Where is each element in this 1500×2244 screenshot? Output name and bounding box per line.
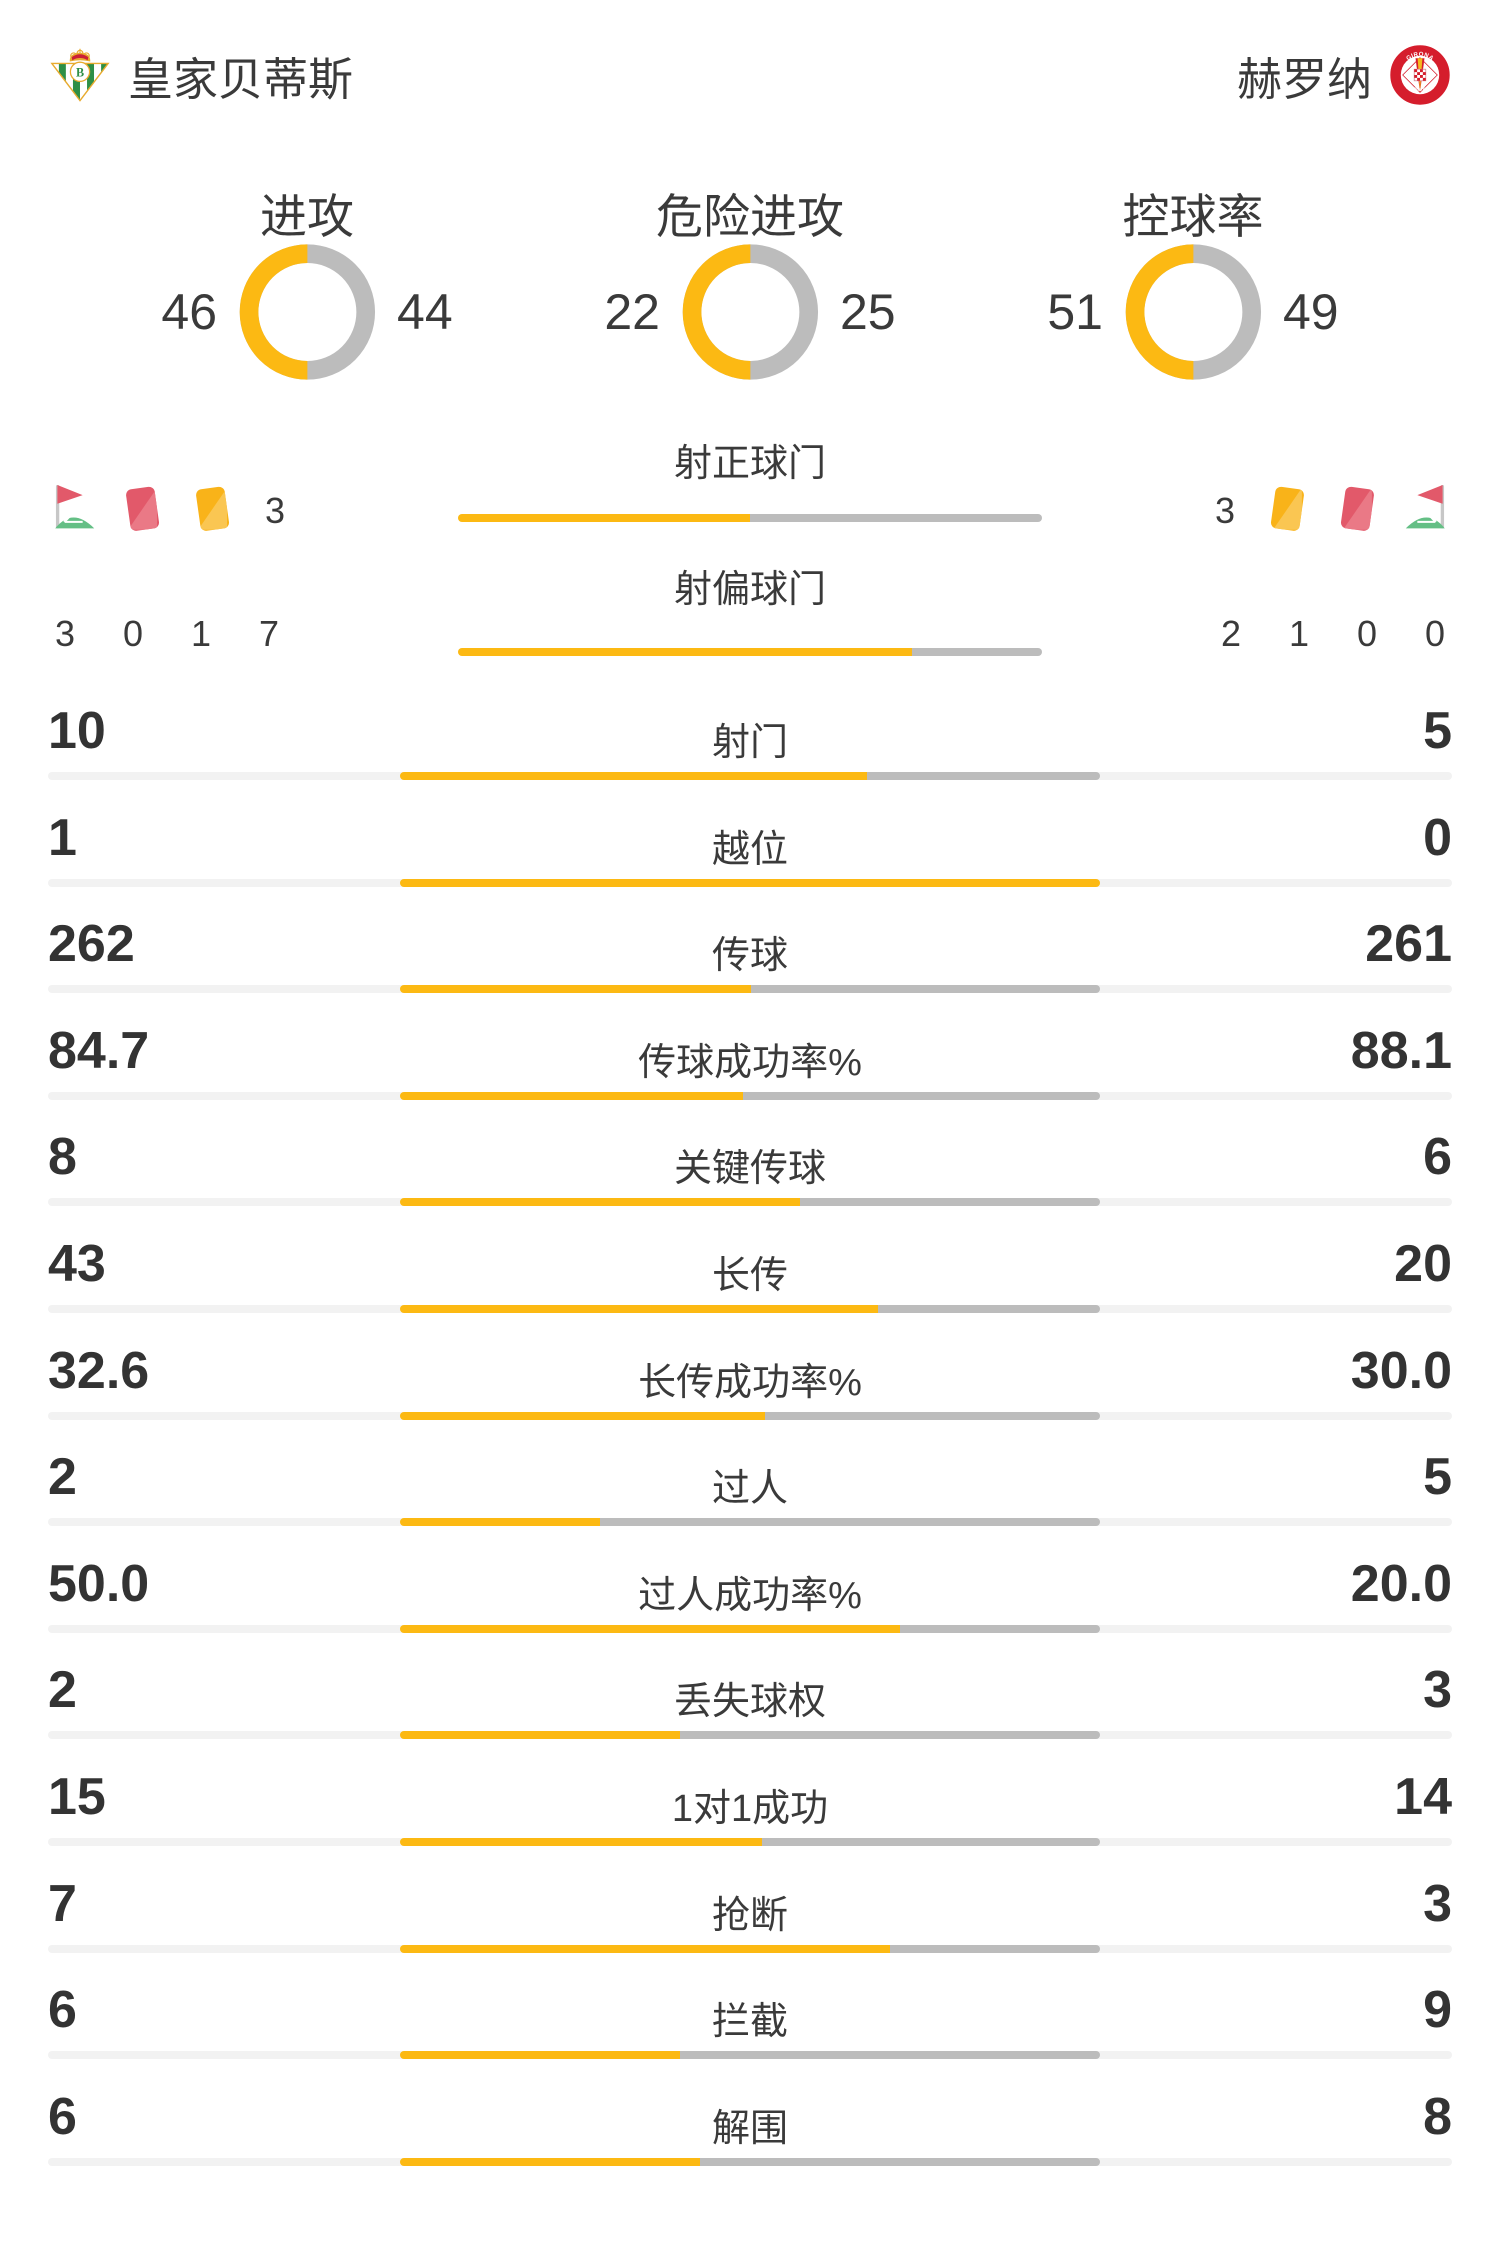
svg-text:B: B: [76, 65, 84, 79]
